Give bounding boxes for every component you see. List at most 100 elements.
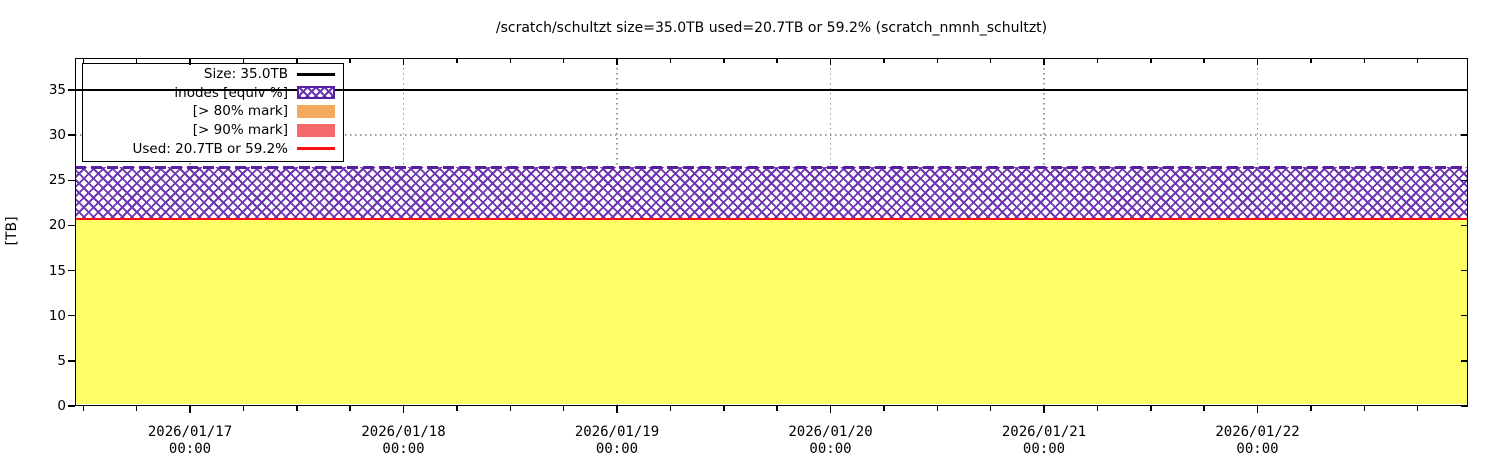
x-tick-bottom bbox=[1150, 406, 1152, 411]
used-line bbox=[75, 217, 1468, 221]
legend-row: Used: 20.7TB or 59.2% bbox=[82, 141, 342, 157]
x-tick-top bbox=[1310, 58, 1312, 63]
y-tick-label: 35 bbox=[48, 82, 66, 98]
y-tick-right bbox=[1461, 269, 1468, 272]
y-tick-left bbox=[68, 360, 75, 362]
red-fill-swatch bbox=[297, 123, 335, 137]
x-tick-bottom bbox=[1310, 406, 1312, 411]
x-tick-label: 2026/01/19 00:00 bbox=[574, 424, 660, 457]
used-area-fill bbox=[75, 219, 1468, 405]
x-tick-top bbox=[1150, 58, 1152, 63]
legend-label: [> 80% mark] bbox=[192, 103, 288, 120]
x-tick-bottom bbox=[242, 406, 245, 411]
legend-row: Size: 35.0TB bbox=[82, 66, 342, 82]
x-tick-bottom bbox=[616, 406, 618, 413]
x-tick-top bbox=[135, 58, 138, 63]
y-tick-right bbox=[1461, 179, 1468, 182]
x-tick-bottom bbox=[402, 406, 405, 413]
y-tick-label: 25 bbox=[48, 172, 66, 189]
legend-swatch-black-line bbox=[297, 72, 335, 76]
h-gridline bbox=[75, 134, 1468, 136]
y-tick-left bbox=[68, 224, 75, 227]
x-tick-bottom bbox=[669, 406, 672, 411]
x-tick-top bbox=[829, 58, 832, 65]
legend-row: inodes [equiv %] bbox=[82, 85, 342, 101]
x-tick-label: 2026/01/18 00:00 bbox=[361, 424, 446, 457]
black-line-swatch bbox=[297, 72, 335, 76]
x-tick-top bbox=[1043, 58, 1045, 65]
x-tick-top bbox=[669, 58, 672, 63]
x-tick-top bbox=[82, 58, 84, 63]
plot-area: Size: 35.0TB inodes [equiv %] [> 80% mark]… bbox=[68, 58, 1468, 413]
x-tick-bottom bbox=[1363, 406, 1365, 411]
y-tick-right bbox=[1461, 224, 1468, 227]
x-tick-top bbox=[883, 58, 885, 63]
legend-label: inodes [equiv %] bbox=[174, 84, 288, 101]
x-tick-top bbox=[1256, 58, 1259, 65]
y-tick-right bbox=[1461, 405, 1468, 407]
x-tick-top bbox=[1096, 58, 1099, 63]
x-tick-bottom bbox=[456, 406, 458, 411]
legend-swatch-red-line bbox=[297, 147, 335, 151]
legend-label: Size: 35.0TB bbox=[203, 66, 288, 83]
x-tick-bottom bbox=[989, 406, 992, 411]
x-tick-top bbox=[456, 58, 458, 63]
orange-fill-swatch bbox=[297, 104, 335, 118]
y-tick-right bbox=[1461, 314, 1468, 317]
x-tick-bottom bbox=[189, 406, 191, 413]
x-tick-top bbox=[296, 58, 298, 63]
y-tick-left bbox=[68, 405, 75, 407]
x-tick-bottom bbox=[509, 406, 511, 411]
x-tick-bottom bbox=[135, 406, 138, 411]
y-tick-label: 30 bbox=[48, 127, 66, 144]
legend-swatch-orange-fill bbox=[297, 104, 335, 118]
x-tick-bottom bbox=[1416, 406, 1419, 411]
y-tick-left bbox=[68, 134, 75, 136]
y-tick-label: 20 bbox=[48, 217, 66, 234]
x-tick-bottom bbox=[936, 406, 938, 411]
y-tick-label: 5 bbox=[57, 352, 66, 369]
x-tick-bottom bbox=[723, 406, 725, 411]
y-tick-label: 0 bbox=[57, 398, 66, 414]
legend: Size: 35.0TB inodes [equiv %] [> 80% mark]… bbox=[82, 63, 342, 160]
x-tick-top bbox=[509, 58, 511, 63]
x-tick-label: 2026/01/20 00:00 bbox=[788, 424, 873, 457]
chart-title: /scratch/schultzt size=35.0TB used=20.7T… bbox=[495, 20, 1048, 36]
x-tick-bottom bbox=[1096, 406, 1099, 411]
x-tick-bottom bbox=[883, 406, 885, 411]
x-tick-bottom bbox=[1203, 406, 1205, 411]
x-tick-bottom bbox=[296, 406, 298, 411]
y-axis-label: [TB] bbox=[4, 216, 20, 246]
x-tick-top bbox=[936, 58, 938, 63]
x-tick-bottom bbox=[82, 406, 84, 411]
legend-label: Used: 20.7TB or 59.2% bbox=[132, 140, 288, 157]
x-tick-top bbox=[989, 58, 992, 63]
x-tick-bottom bbox=[1256, 406, 1259, 413]
x-tick-top bbox=[1203, 58, 1205, 63]
x-tick-top bbox=[1363, 58, 1365, 63]
purple-crosshatch-swatch bbox=[297, 86, 335, 100]
red-line-swatch bbox=[297, 147, 335, 151]
y-tick-left bbox=[68, 269, 75, 272]
legend-swatch-purple-crosshatch bbox=[297, 86, 335, 100]
x-tick-top bbox=[616, 58, 618, 65]
inodes-top-dashed-line bbox=[75, 165, 1468, 169]
x-tick-bottom bbox=[562, 406, 565, 411]
legend-row: [> 80% mark] bbox=[82, 103, 342, 119]
x-tick-bottom bbox=[1043, 406, 1045, 413]
y-tick-label: 10 bbox=[48, 307, 66, 324]
x-tick-bottom bbox=[349, 406, 351, 411]
legend-swatch-red-fill bbox=[297, 123, 335, 137]
x-tick-label: 2026/01/22 00:00 bbox=[1215, 424, 1300, 457]
x-tick-top bbox=[189, 58, 191, 65]
size-limit-line bbox=[75, 88, 1468, 92]
legend-label: [> 90% mark] bbox=[192, 122, 288, 139]
x-tick-label: 2026/01/21 00:00 bbox=[1001, 424, 1087, 457]
x-tick-top bbox=[402, 58, 405, 65]
y-tick-right bbox=[1461, 360, 1468, 362]
y-tick-left bbox=[68, 89, 75, 91]
x-tick-top bbox=[562, 58, 565, 63]
y-tick-right bbox=[1461, 134, 1468, 136]
y-tick-left bbox=[68, 314, 75, 317]
